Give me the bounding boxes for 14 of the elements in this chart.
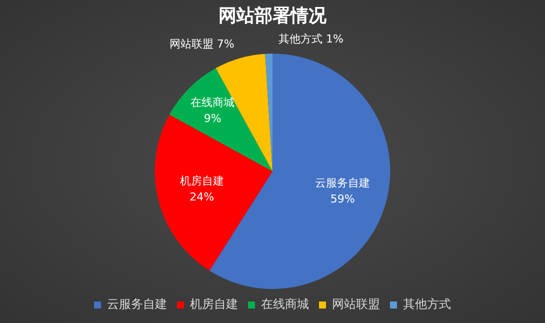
legend-label: 其他方式 bbox=[403, 297, 451, 312]
category-label: 网站联盟 7% bbox=[169, 38, 234, 51]
legend-label: 网站联盟 bbox=[332, 297, 380, 312]
slice-label: 机房自建 bbox=[180, 174, 224, 188]
legend-label: 云服务自建 bbox=[107, 297, 167, 312]
data-label: 59% bbox=[330, 192, 355, 206]
chart-title: 网站部署情况 bbox=[218, 5, 328, 26]
data-label: 9% bbox=[204, 112, 222, 126]
slice-label: 云服务自建 bbox=[315, 176, 370, 190]
legend-label: 在线商城 bbox=[261, 297, 309, 312]
slice-label: 在线商城 bbox=[190, 96, 235, 110]
category-label: 其他方式 1% bbox=[278, 32, 344, 46]
legend-label: 机房自建 bbox=[190, 297, 238, 312]
data-label: 24% bbox=[190, 190, 214, 204]
